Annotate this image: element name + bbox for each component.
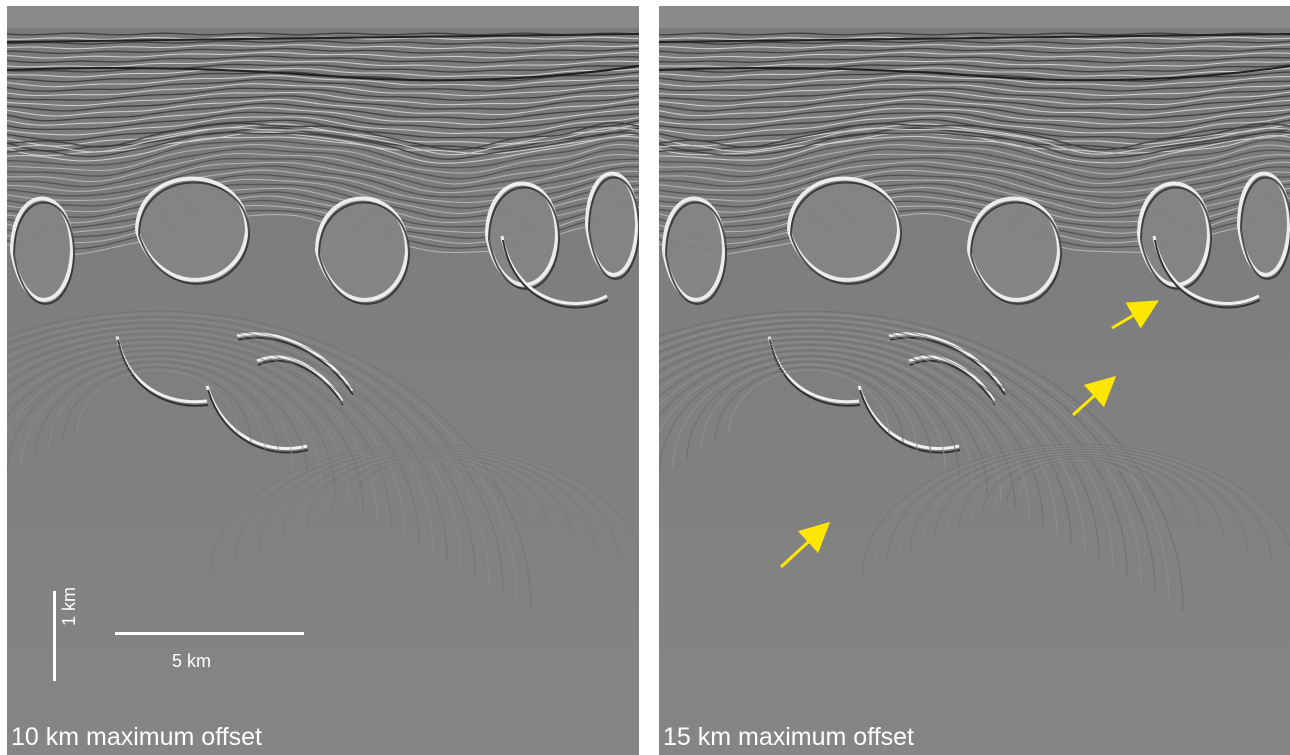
sediment-layers	[659, 32, 1290, 256]
horizontal-scale-label: 5 km	[172, 651, 212, 671]
panel-label-right: 15 km maximum offset	[663, 723, 915, 751]
deep-reflections	[7, 310, 639, 611]
seismic-image-right	[659, 6, 1290, 755]
seismic-panel-left: 1 km 5 km 10 km maximum offset	[7, 6, 639, 755]
horizontal-scale-bar	[115, 632, 304, 635]
seismic-panel-right: 15 km maximum offset	[659, 6, 1290, 755]
vertical-scale-label: 1 km	[59, 586, 79, 626]
salt-bodies	[10, 171, 639, 454]
seismic-image-left	[7, 6, 639, 755]
salt-bodies	[662, 171, 1290, 454]
vertical-scale-bar	[53, 591, 56, 681]
panel-label-left: 10 km maximum offset	[11, 723, 263, 751]
deep-reflections	[659, 310, 1290, 611]
